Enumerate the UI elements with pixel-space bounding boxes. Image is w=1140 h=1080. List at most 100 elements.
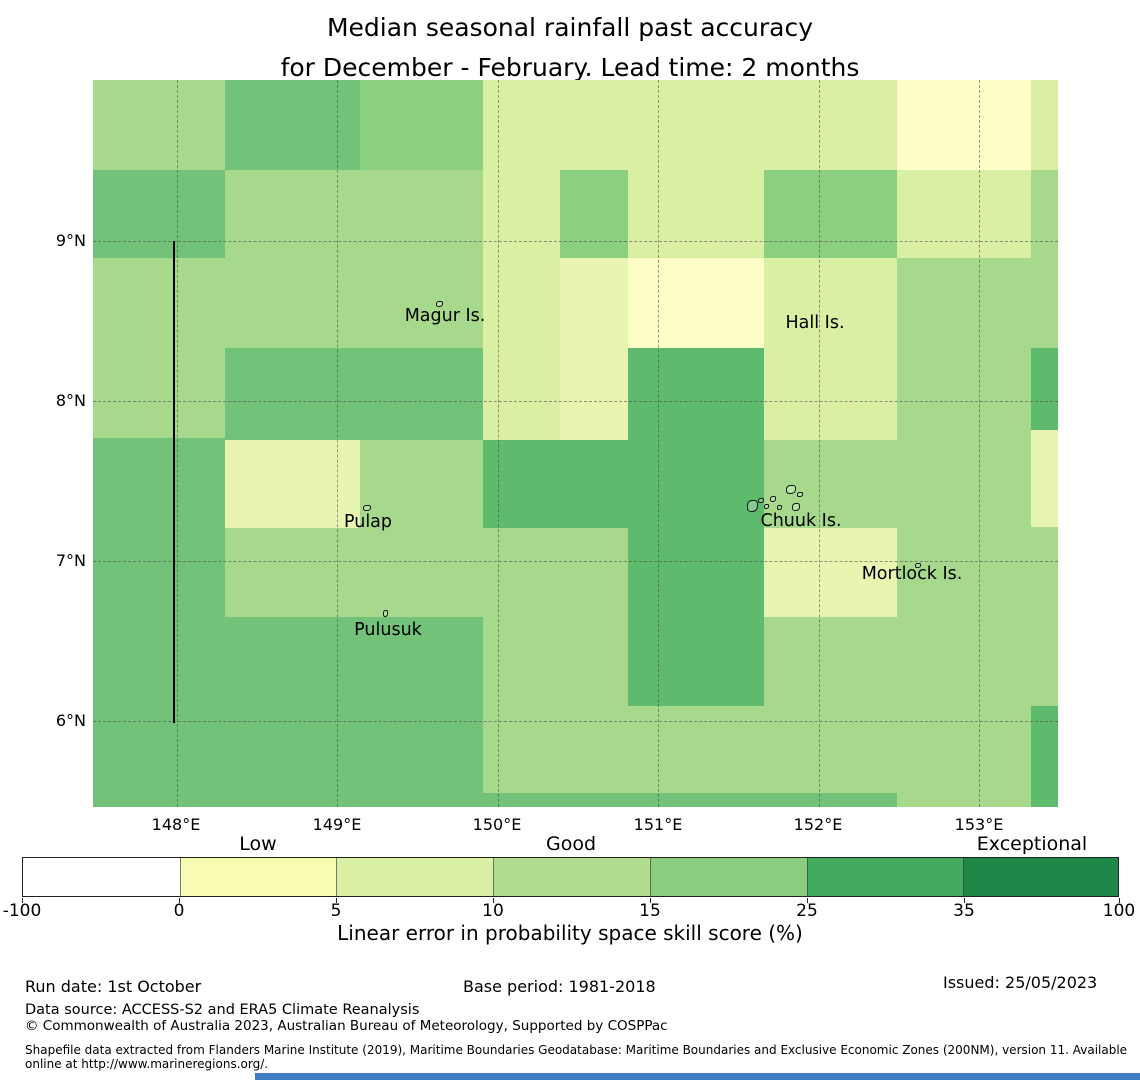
colorbar-segment bbox=[649, 858, 807, 896]
map-cell bbox=[764, 528, 897, 617]
map-cell bbox=[560, 258, 628, 440]
issued-date-text: Issued: 25/05/2023 bbox=[943, 973, 1098, 992]
map-cell bbox=[360, 80, 495, 170]
colorbar-tick-mark bbox=[179, 898, 180, 903]
map-cell bbox=[764, 170, 897, 258]
map-cell bbox=[628, 80, 764, 258]
colorbar-tick-mark bbox=[650, 898, 651, 903]
island-outline-mark bbox=[758, 498, 764, 503]
gridline-horizontal bbox=[93, 401, 1058, 402]
x-axis-tick-label: 153°E bbox=[954, 815, 1004, 834]
chart-title: Median seasonal rainfall past accuracy f… bbox=[281, 8, 860, 88]
colorbar-tick-mark bbox=[1119, 898, 1120, 903]
place-label: Chuuk Is. bbox=[760, 511, 842, 531]
colorbar-tick-label: 5 bbox=[330, 901, 342, 921]
map-cell bbox=[225, 348, 483, 440]
map-cell bbox=[1031, 430, 1058, 527]
colorbar-title: Linear error in probability space skill … bbox=[337, 921, 803, 945]
map-cell bbox=[1031, 80, 1058, 170]
map-cell bbox=[93, 617, 483, 807]
map-cell bbox=[1031, 348, 1058, 430]
island-outline-mark bbox=[777, 505, 782, 510]
colorbar-tick-label: 15 bbox=[639, 901, 661, 921]
map-cell bbox=[764, 80, 897, 170]
map-cell bbox=[764, 258, 897, 440]
gridline-vertical bbox=[658, 80, 659, 807]
colorbar-segment bbox=[23, 858, 180, 896]
place-label: Magur Is. bbox=[404, 306, 486, 326]
map-cell bbox=[1031, 706, 1058, 807]
map-cell bbox=[225, 80, 360, 170]
colorbar-tick-label: 100 bbox=[1102, 901, 1136, 921]
y-axis-tick-label: 7°N bbox=[55, 551, 86, 570]
colorbar-tick-label: 10 bbox=[482, 901, 504, 921]
map-plot-area: Magur Is. Hall Is. Pulap Pulusuk Chuuk Is. Mo… bbox=[93, 80, 1058, 807]
place-label: Pulusuk bbox=[354, 620, 422, 640]
gridline-horizontal bbox=[93, 241, 1058, 242]
island-outline-mark bbox=[383, 610, 388, 617]
chart-title-line1: Median seasonal rainfall past accuracy bbox=[326, 13, 814, 42]
x-axis-tick-label: 150°E bbox=[472, 815, 522, 834]
place-label: Hall Is. bbox=[785, 313, 845, 333]
island-outline-mark bbox=[786, 485, 796, 494]
island-outline-mark bbox=[770, 496, 776, 502]
island-outline-mark bbox=[436, 301, 443, 307]
map-cell bbox=[897, 170, 1031, 258]
place-label: Pulap bbox=[343, 512, 393, 532]
y-axis-tick-label: 9°N bbox=[55, 231, 86, 250]
map-cell bbox=[93, 170, 225, 258]
map-cell bbox=[483, 440, 628, 528]
island-outline-mark bbox=[915, 563, 921, 568]
gridline-vertical bbox=[979, 80, 980, 807]
colorbar-tick-mark bbox=[336, 898, 337, 903]
x-axis-tick-label: 151°E bbox=[633, 815, 683, 834]
data-source-text: Data source: ACCESS-S2 and ERA5 Climate … bbox=[25, 1002, 420, 1018]
map-cell bbox=[483, 793, 897, 807]
colorbar-tick-mark bbox=[493, 898, 494, 903]
colorbar-tick-label: -100 bbox=[2, 901, 42, 921]
x-axis-tick-label: 152°E bbox=[793, 815, 843, 834]
shapefile-credit-line2: online at http://www.marineregions.org/. bbox=[25, 1057, 269, 1071]
colorbar-tick-mark bbox=[807, 898, 808, 903]
colorbar bbox=[22, 857, 1119, 897]
colorbar-category-label: Good bbox=[545, 833, 597, 855]
colorbar-category-label: Exceptional bbox=[976, 833, 1088, 855]
colorbar-tick-mark bbox=[22, 898, 23, 903]
copyright-text: © Commonwealth of Australia 2023, Austra… bbox=[25, 1018, 668, 1034]
colorbar-tick-label: 0 bbox=[173, 901, 185, 921]
colorbar-tick-label: 25 bbox=[796, 901, 818, 921]
island-outline-mark bbox=[792, 503, 800, 511]
gridline-vertical bbox=[818, 80, 820, 807]
island-outline-mark bbox=[747, 500, 758, 512]
colorbar-segment bbox=[493, 858, 650, 896]
base-period-text: Base period: 1981-2018 bbox=[463, 977, 656, 996]
map-cell bbox=[628, 258, 764, 348]
colorbar-segment bbox=[963, 858, 1119, 896]
colorbar-tick-label: 35 bbox=[953, 901, 975, 921]
gridline-vertical bbox=[337, 80, 338, 807]
colorbar-tick-mark bbox=[964, 898, 965, 903]
map-cell bbox=[628, 348, 764, 706]
y-axis-tick-label: 6°N bbox=[55, 711, 86, 730]
map-cell bbox=[560, 170, 628, 258]
place-label: Mortlock Is. bbox=[861, 564, 963, 584]
map-cell bbox=[483, 80, 560, 440]
island-outline-mark bbox=[797, 492, 803, 497]
shapefile-credit-line1: Shapefile data extracted from Flanders M… bbox=[25, 1043, 1128, 1057]
colorbar-segment bbox=[806, 858, 964, 896]
gridline-horizontal bbox=[93, 561, 1058, 562]
gridline-horizontal bbox=[93, 721, 1058, 722]
map-cell bbox=[225, 440, 360, 528]
x-axis-tick-label: 148°E bbox=[151, 815, 201, 834]
eez-boundary-line bbox=[173, 241, 175, 723]
colorbar-segment bbox=[179, 858, 337, 896]
bottom-banner-bar bbox=[255, 1073, 1140, 1080]
island-outline-mark bbox=[363, 505, 371, 511]
gridline-vertical bbox=[497, 80, 499, 807]
map-cell bbox=[560, 80, 628, 170]
gridline-vertical bbox=[176, 80, 178, 807]
colorbar-category-label: Low bbox=[239, 833, 277, 855]
x-axis-tick-label: 149°E bbox=[312, 815, 362, 834]
colorbar-segment bbox=[336, 858, 494, 896]
